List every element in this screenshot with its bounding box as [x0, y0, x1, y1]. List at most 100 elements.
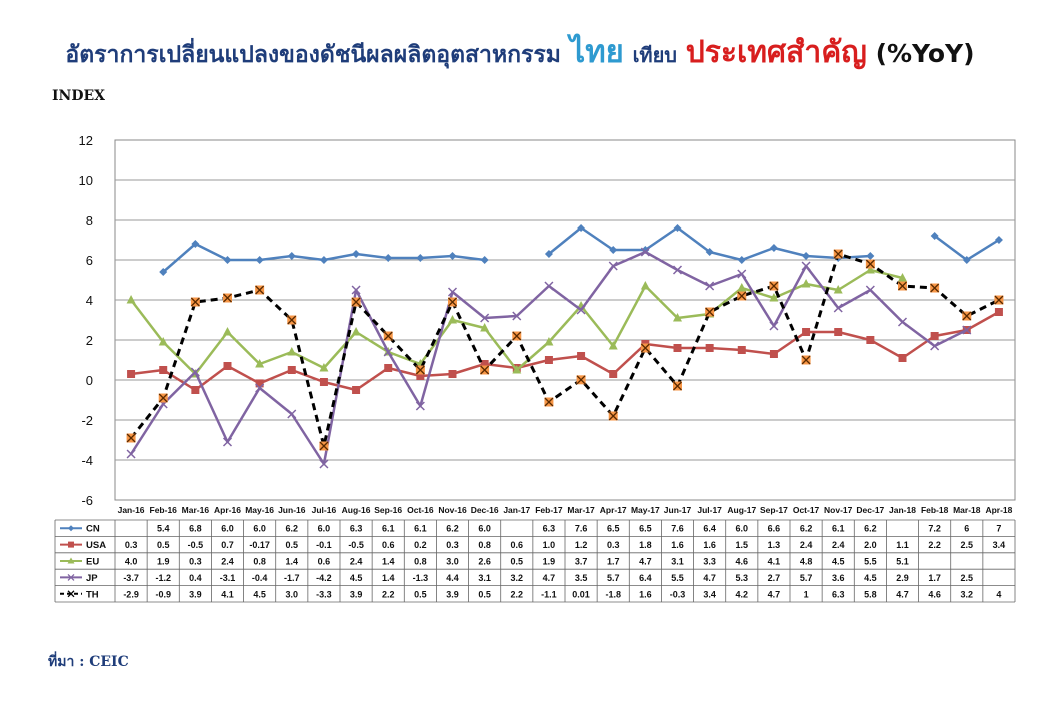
legend-marker: [68, 525, 74, 532]
data-point-cn: [962, 256, 971, 264]
x-tick-label: Mar-17: [567, 505, 595, 515]
table-cell: 7.2: [928, 524, 941, 534]
table-cell: 3.0: [286, 589, 299, 599]
data-point-th-cross: [737, 291, 747, 301]
data-point-jp: [287, 409, 297, 419]
data-point-usa: [223, 362, 232, 370]
data-point-th-cross: [994, 295, 1004, 305]
x-tick-label: Apr-18: [985, 505, 1012, 515]
data-point-usa: [352, 386, 361, 394]
table-cell: -3.1: [220, 573, 236, 583]
table-cell: -0.5: [188, 540, 204, 550]
table-cell: 0.6: [318, 557, 331, 567]
data-point-usa: [255, 379, 264, 388]
data-point-th-cross: [223, 293, 232, 303]
data-point-cn: [577, 224, 586, 232]
data-point-th-cross: [287, 315, 297, 325]
table-cell: 4.6: [928, 589, 941, 599]
x-tick-label: May-17: [631, 505, 660, 515]
table-cell: 6.0: [478, 524, 491, 534]
legend-label: EU: [86, 557, 99, 568]
data-point-jp: [833, 303, 843, 313]
table-cell: 0.8: [253, 557, 266, 567]
series-th: [126, 249, 1004, 451]
data-point-cn: [609, 246, 618, 254]
table-cell: 0.3: [125, 540, 138, 550]
table-cell: 5.1: [896, 557, 909, 567]
x-tick-label: Aug-16: [342, 505, 371, 515]
table-cell: 6.0: [221, 524, 234, 534]
table-cell: 0.8: [478, 540, 491, 550]
x-tick-label: Oct-17: [793, 505, 820, 515]
y-axis-label: INDEX: [52, 88, 106, 104]
data-point-cn: [737, 256, 746, 264]
data-point-th-cross: [351, 297, 361, 307]
x-tick-label: Dec-16: [471, 505, 499, 515]
table-cell: 3.7: [575, 557, 588, 567]
data-point-cn: [448, 252, 457, 260]
table-cell: 3.9: [446, 589, 459, 599]
table-cell: 4: [996, 589, 1001, 599]
table-cell: -0.5: [348, 540, 364, 550]
table-cell: 0.5: [511, 557, 524, 567]
x-tick-label: Oct-16: [407, 505, 434, 515]
data-point-th-cross: [158, 393, 168, 403]
data-point-th-cross: [448, 297, 457, 307]
data-point-eu: [544, 337, 554, 346]
table-cell: 3.0: [446, 557, 459, 567]
table-cell: 3.4: [993, 540, 1006, 550]
table-cell: -0.9: [155, 589, 171, 599]
table-cell: 5.8: [864, 589, 877, 599]
title-part-thailand: ไทย: [569, 34, 624, 70]
table-cell: 3.5: [575, 573, 588, 583]
table-cell: 0.5: [286, 540, 299, 550]
data-point-eu: [126, 295, 136, 304]
table-cell: 2.9: [896, 573, 909, 583]
data-point-usa: [705, 344, 714, 352]
data-point-cn: [705, 248, 714, 256]
legend-marker: [67, 590, 75, 598]
table-cell: 1.7: [607, 557, 620, 567]
x-tick-label: Feb-18: [921, 505, 949, 515]
data-point-usa: [544, 356, 553, 364]
table-cell: 7: [996, 524, 1001, 534]
data-point-jp: [351, 285, 361, 295]
data-point-cn: [802, 252, 811, 260]
table-cell: 1.6: [639, 589, 652, 599]
data-point-jp: [190, 367, 200, 377]
table-cell: -4.2: [316, 573, 332, 583]
data-point-jp: [737, 269, 747, 279]
data-point-usa: [287, 366, 296, 374]
table-cell: 1.4: [382, 557, 395, 567]
table-row: JP -3.7 -1.2 0.4 -3.1 -0.4 -1.7 -4.2 4.5 1.4 -1.3 4…: [60, 573, 973, 584]
table-cell: 3.9: [350, 589, 363, 599]
x-tick-label: Feb-17: [535, 505, 563, 515]
x-tick-label: Feb-16: [150, 505, 178, 515]
data-point-cn: [223, 256, 232, 264]
data-point-jp: [544, 281, 554, 291]
table-cell: 3.1: [671, 557, 684, 567]
table-cell: 7.6: [671, 524, 684, 534]
data-point-usa: [159, 366, 168, 374]
table-cell: 4.4: [446, 573, 459, 583]
chart-title: อัตราการเปลี่ยนแปลงของดัชนีผลผลิตอุตสาหก…: [0, 26, 1040, 76]
data-point-th-cross: [769, 281, 779, 291]
data-point-th-cross: [640, 343, 650, 353]
data-point-jp: [962, 325, 972, 335]
data-point-eu: [351, 327, 361, 336]
data-point-usa: [737, 346, 746, 354]
title-part-versus: เทียบ: [632, 43, 677, 67]
data-point-eu: [158, 337, 168, 346]
table-cell: 2.7: [768, 573, 781, 583]
data-point-th-cross: [833, 249, 843, 259]
table-cell: 4.7: [896, 589, 909, 599]
y-tick-label: -4: [81, 453, 93, 468]
table-cell: 0.5: [478, 589, 491, 599]
data-point-th-cross: [383, 331, 393, 341]
data-point-eu: [448, 315, 457, 324]
title-part-unit: (%YoY): [875, 39, 975, 68]
data-point-jp: [383, 347, 393, 357]
table-cell: -1.1: [541, 589, 557, 599]
x-tick-label: Jul-17: [697, 505, 722, 515]
data-point-cn: [352, 250, 361, 258]
